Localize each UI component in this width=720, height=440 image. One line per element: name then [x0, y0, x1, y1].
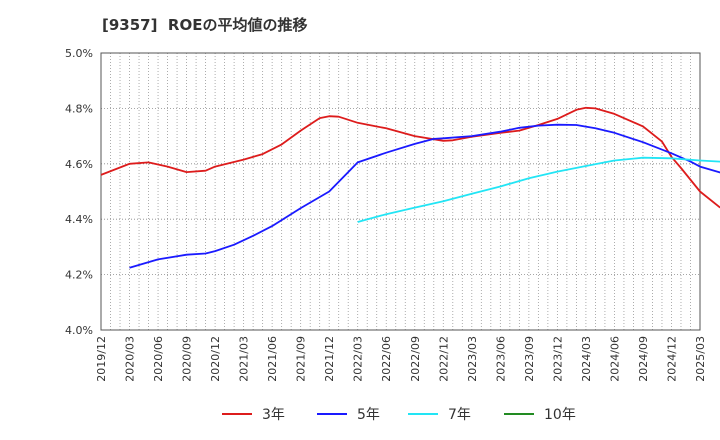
x-tick-label: 2022/09 [409, 336, 422, 382]
legend-label: 5年 [357, 407, 380, 423]
x-tick-label: 2024/03 [580, 336, 593, 382]
x-tick-label: 2024/12 [665, 336, 678, 382]
y-tick-label: 4.6% [65, 158, 93, 171]
series-line-5年 [129, 123, 720, 269]
x-tick-label: 2020/12 [209, 336, 222, 382]
legend-label: 3年 [262, 407, 285, 423]
series-line-7年 [357, 156, 720, 223]
x-tick-label: 2021/09 [295, 336, 308, 382]
legend-label: 10年 [544, 407, 576, 423]
x-tick-label: 2024/09 [637, 336, 650, 382]
legend-label: 7年 [448, 407, 471, 423]
x-tick-label: 2023/06 [494, 336, 507, 382]
chart-title: [9357] ROEの平均値の推移 [102, 16, 308, 34]
x-tick-label: 2022/06 [380, 336, 393, 382]
y-tick-label: 4.0% [65, 324, 93, 337]
x-tick-label: 2020/09 [181, 336, 194, 382]
x-tick-label: 2023/03 [466, 336, 479, 382]
x-tick-label: 2019/12 [95, 336, 108, 382]
x-tick-label: 2020/03 [124, 336, 137, 382]
x-tick-label: 2025/03 [694, 336, 707, 382]
y-tick-label: 5.0% [65, 47, 93, 60]
x-tick-label: 2021/12 [323, 336, 336, 382]
y-tick-label: 4.8% [65, 102, 93, 115]
plot-area [101, 53, 700, 330]
x-tick-label: 2023/12 [551, 336, 564, 382]
x-tick-label: 2022/12 [437, 336, 450, 382]
x-tick-label: 2022/03 [352, 336, 365, 382]
x-tick-label: 2021/03 [238, 336, 251, 382]
series-line-3年 [100, 106, 720, 209]
y-tick-label: 4.2% [65, 269, 93, 282]
x-tick-label: 2024/06 [608, 336, 621, 382]
y-tick-label: 4.4% [65, 213, 93, 226]
x-tick-label: 2021/06 [266, 336, 279, 382]
x-tick-label: 2020/06 [152, 336, 165, 382]
x-tick-label: 2023/09 [523, 336, 536, 382]
